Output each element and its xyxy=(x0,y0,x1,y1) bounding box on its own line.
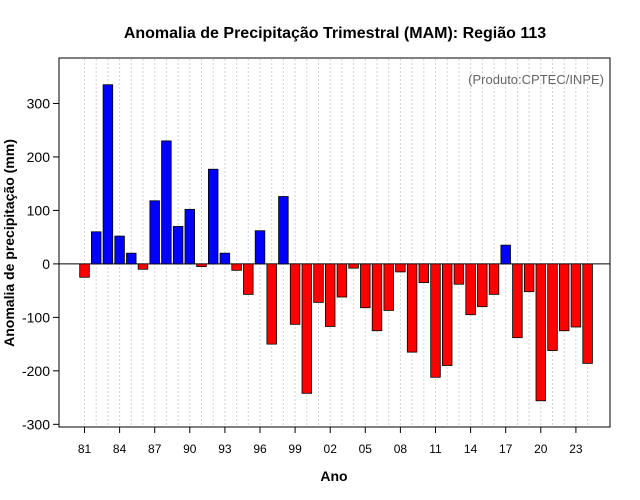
bar-2002 xyxy=(324,263,336,327)
x-tick-label: 08 xyxy=(394,442,408,456)
bar-1989 xyxy=(172,226,184,265)
y-axis: -300 -200 -100 0 100 200 300 xyxy=(22,95,59,432)
x-tick-label: 14 xyxy=(464,442,478,456)
x-axis-label: Ano xyxy=(320,468,347,484)
x-tick-label: 05 xyxy=(359,442,373,456)
bar-2022 xyxy=(559,263,570,332)
bar-2010 xyxy=(418,263,430,284)
bar-1987 xyxy=(149,200,160,265)
x-tick-label: 23 xyxy=(569,442,583,456)
bar-1990 xyxy=(184,208,196,265)
bar-1993 xyxy=(219,252,231,265)
bar-2011 xyxy=(430,263,441,378)
y-tick-label: 300 xyxy=(27,95,51,111)
y-tick-label: -100 xyxy=(22,309,50,325)
x-tick-label: 99 xyxy=(288,442,302,456)
grid-lines xyxy=(84,59,589,426)
bar-1994 xyxy=(231,263,242,271)
x-axis: 81 84 87 90 93 96 99 02 05 08 11 14 17 20 23 xyxy=(78,427,583,456)
bar-2007 xyxy=(383,263,394,311)
bar-1983 xyxy=(102,84,114,265)
bar-2006 xyxy=(371,263,383,332)
bar-2012 xyxy=(441,263,453,366)
bar-2016 xyxy=(488,263,500,295)
y-tick-label: 0 xyxy=(42,256,50,272)
bar-2009 xyxy=(406,263,418,353)
bar-2008 xyxy=(395,263,406,273)
bar-2023 xyxy=(570,263,582,328)
bar-2020 xyxy=(535,263,547,402)
bar-2024 xyxy=(582,263,593,364)
chart-title: Anomalia de Precipitação Trimestral (MAM… xyxy=(124,25,546,42)
bar-2015 xyxy=(477,263,488,308)
bar-2003 xyxy=(336,263,348,298)
bar-2001 xyxy=(313,263,324,303)
x-tick-label: 20 xyxy=(534,442,548,456)
bar-1986 xyxy=(137,263,149,270)
y-tick-label: -200 xyxy=(22,363,50,379)
bar-1997 xyxy=(266,263,277,345)
bar-1988 xyxy=(161,140,172,265)
x-tick-label: 11 xyxy=(429,442,442,456)
x-tick-label: 90 xyxy=(183,442,197,456)
bar-1998 xyxy=(278,196,289,265)
x-tick-label: 02 xyxy=(324,442,338,456)
bar-2004 xyxy=(348,263,359,269)
x-tick-label: 96 xyxy=(253,442,267,456)
bars xyxy=(79,84,593,402)
x-tick-label: 93 xyxy=(218,442,232,456)
x-tick-label: 17 xyxy=(499,442,513,456)
bar-1995 xyxy=(243,263,254,295)
bar-1992 xyxy=(207,168,219,265)
bar-1981 xyxy=(79,263,90,278)
bar-1996 xyxy=(254,230,266,265)
bar-2019 xyxy=(523,263,535,293)
bar-2000 xyxy=(301,263,313,394)
y-axis-label: Anomalia de precipitação (mm) xyxy=(1,139,17,347)
bar-2018 xyxy=(512,263,523,339)
bar-2017 xyxy=(500,244,511,265)
bar-2013 xyxy=(453,263,465,285)
bar-1982 xyxy=(91,231,102,265)
source-annotation: (Produto:CPTEC/INPE) xyxy=(468,72,604,87)
x-tick-label: 84 xyxy=(113,442,127,456)
bar-2014 xyxy=(465,263,476,316)
y-tick-label: 200 xyxy=(27,149,51,165)
bar-1985 xyxy=(126,252,137,265)
bar-2021 xyxy=(547,263,558,351)
bar-2005 xyxy=(360,263,371,309)
x-tick-label: 81 xyxy=(78,442,92,456)
bar-1991 xyxy=(196,263,207,267)
bar-1999 xyxy=(289,263,301,325)
y-tick-label: 100 xyxy=(27,202,51,218)
y-tick-label: -300 xyxy=(22,416,50,432)
plot-frame xyxy=(58,57,611,428)
x-tick-label: 87 xyxy=(148,442,162,456)
bar-1984 xyxy=(114,235,125,265)
